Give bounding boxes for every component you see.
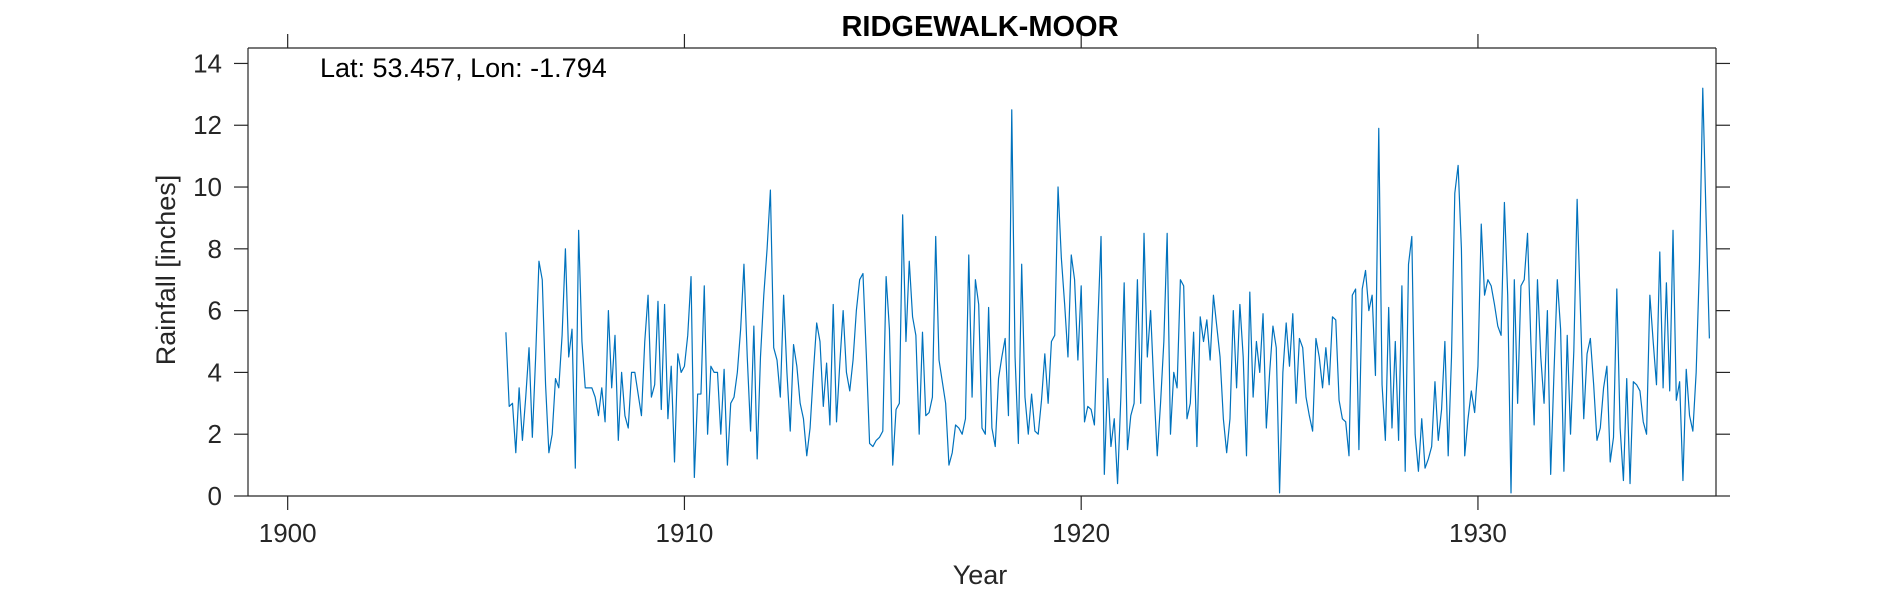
y-tick-label: 0	[208, 481, 222, 511]
y-tick-label: 10	[193, 172, 222, 202]
x-tick-label: 1930	[1449, 518, 1507, 548]
y-tick-label: 6	[208, 296, 222, 326]
y-tick-label: 4	[208, 357, 222, 387]
y-tick-label: 2	[208, 419, 222, 449]
x-axis-label: Year	[953, 560, 1008, 590]
y-tick-label: 12	[193, 110, 222, 140]
x-tick-label: 1900	[259, 518, 317, 548]
x-tick-label: 1910	[656, 518, 714, 548]
axis-ticks: 1900 1910 1920 1930 0 2 4 6 8 10 12 14	[193, 34, 1730, 548]
chart-title: RIDGEWALK-MOOR	[841, 11, 1118, 43]
rainfall-series-line	[505, 87, 1710, 494]
y-axis-label: Rainfall [inches]	[151, 175, 181, 366]
plot-box	[247, 47, 1717, 497]
y-tick-label: 14	[193, 48, 222, 78]
x-tick-label: 1920	[1052, 518, 1110, 548]
series-group	[505, 87, 1710, 494]
location-annotation: Lat: 53.457, Lon: -1.794	[320, 53, 607, 83]
y-tick-label: 8	[208, 234, 222, 264]
